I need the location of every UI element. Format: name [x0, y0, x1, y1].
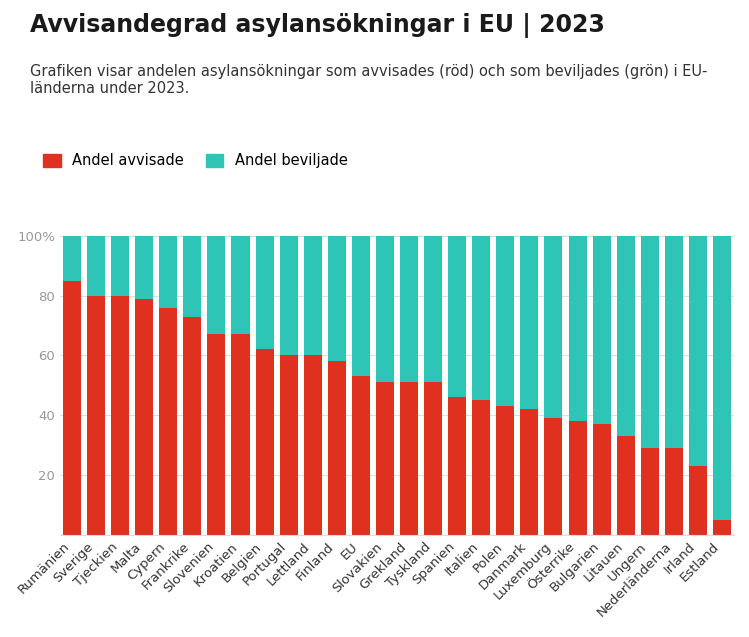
Bar	[279, 236, 297, 355]
Bar	[497, 236, 515, 406]
Bar	[328, 361, 346, 535]
Bar	[400, 382, 418, 535]
Bar	[279, 355, 297, 535]
Bar	[255, 236, 273, 350]
Bar	[521, 410, 539, 535]
Bar	[713, 520, 731, 535]
Bar	[472, 236, 491, 400]
Bar	[521, 236, 539, 410]
Bar	[689, 466, 707, 535]
Bar	[63, 280, 81, 535]
Bar	[689, 236, 707, 466]
Bar	[87, 236, 105, 296]
Bar	[207, 334, 225, 535]
Bar	[713, 236, 731, 520]
Bar	[545, 419, 562, 535]
Bar	[640, 448, 659, 535]
Bar	[135, 299, 154, 535]
Bar	[135, 236, 154, 299]
Bar	[255, 350, 273, 535]
Text: Grafiken visar andelen asylansökningar som avvisades (röd) och som beviljades (g: Grafiken visar andelen asylansökningar s…	[30, 64, 707, 96]
Text: Avvisandegrad asylansökningar i EU | 2023: Avvisandegrad asylansökningar i EU | 202…	[30, 13, 605, 38]
Bar	[352, 236, 370, 376]
Bar	[87, 296, 105, 535]
Bar	[303, 236, 322, 355]
Bar	[497, 406, 515, 535]
Bar	[111, 236, 129, 296]
Bar	[424, 382, 442, 535]
Bar	[352, 376, 370, 535]
Bar	[111, 296, 129, 535]
Bar	[184, 317, 201, 535]
Bar	[184, 236, 201, 317]
Bar	[376, 236, 394, 382]
Bar	[376, 382, 394, 535]
Bar	[616, 236, 634, 436]
Bar	[231, 334, 249, 535]
Bar	[231, 236, 249, 334]
Bar	[400, 236, 418, 382]
Bar	[640, 236, 659, 448]
Bar	[592, 236, 610, 424]
Bar	[63, 236, 81, 280]
Bar	[207, 236, 225, 334]
Bar	[568, 236, 586, 421]
Bar	[448, 236, 466, 397]
Bar	[545, 236, 562, 419]
Bar	[616, 436, 634, 535]
Bar	[328, 236, 346, 361]
Bar	[303, 355, 322, 535]
Bar	[448, 397, 466, 535]
Bar	[665, 236, 683, 448]
Bar	[665, 448, 683, 535]
Bar	[160, 236, 178, 308]
Bar	[424, 236, 442, 382]
Bar	[472, 400, 491, 535]
Bar	[160, 308, 178, 535]
Bar	[568, 421, 586, 535]
Bar	[592, 424, 610, 535]
Legend: Andel avvisade, Andel beviljade: Andel avvisade, Andel beviljade	[37, 147, 354, 174]
